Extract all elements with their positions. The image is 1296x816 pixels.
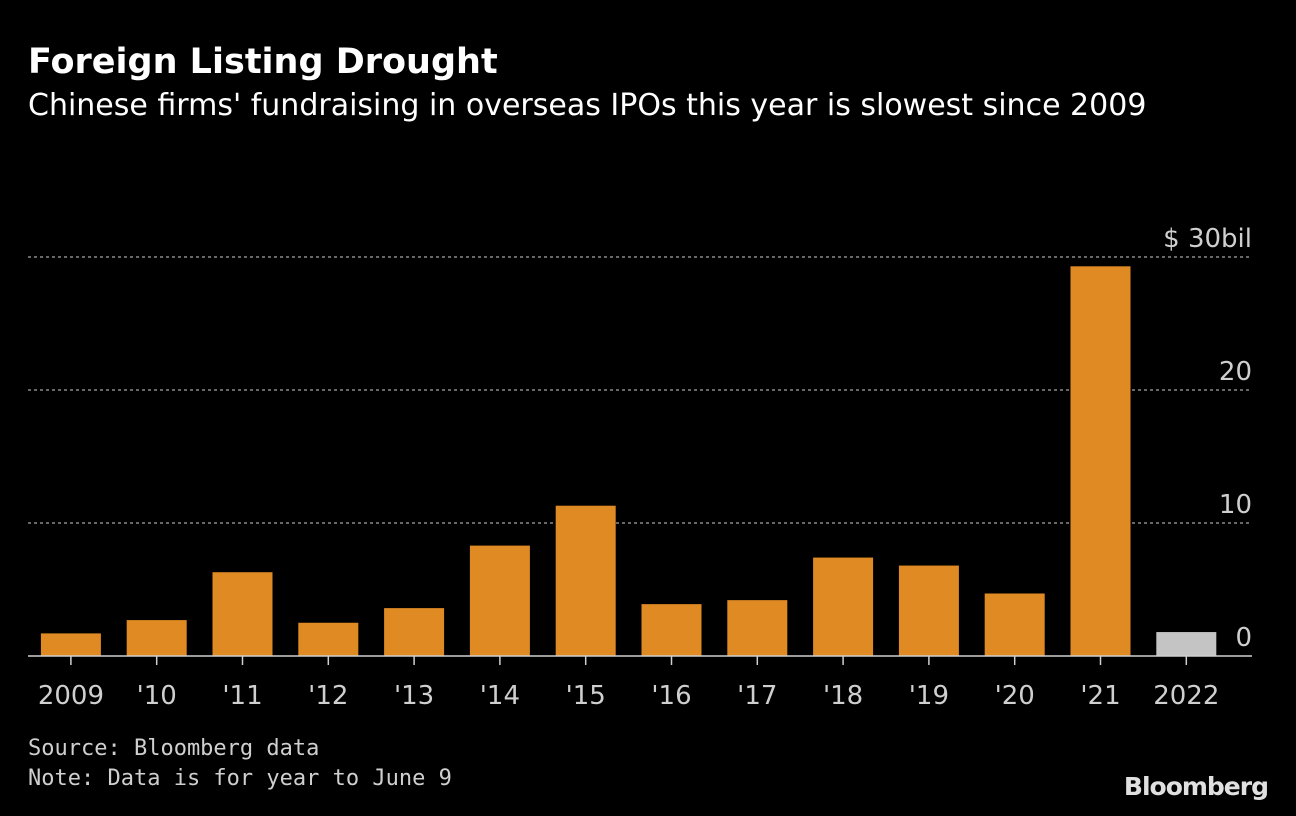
x-tick-label: '18 xyxy=(823,681,863,711)
y-tick-label: 20 xyxy=(1219,357,1252,387)
bar xyxy=(298,622,359,656)
y-axis-labels: 0 10 20 $ 30bil xyxy=(1163,224,1252,653)
x-tick-label: '15 xyxy=(566,681,606,711)
y-tick-label: 0 xyxy=(1235,623,1252,653)
bar xyxy=(126,620,187,656)
y-tick-label: $ 30bil xyxy=(1163,224,1252,254)
bar xyxy=(212,572,273,656)
x-tick-label: '10 xyxy=(137,681,177,711)
x-tick-label: '11 xyxy=(222,681,262,711)
x-tick-label: '17 xyxy=(737,681,777,711)
x-tick-label: '20 xyxy=(995,681,1035,711)
y-tick-label: 10 xyxy=(1219,490,1252,520)
bar xyxy=(1070,266,1131,656)
bar xyxy=(727,600,788,656)
x-tick-label: 2022 xyxy=(1153,681,1219,711)
x-tick-label: '13 xyxy=(394,681,434,711)
x-tick-label: '21 xyxy=(1080,681,1120,711)
x-tick-label: '19 xyxy=(909,681,949,711)
bar xyxy=(555,505,616,656)
x-tick-label: 2009 xyxy=(38,681,104,711)
grid-lines xyxy=(28,256,1252,524)
chart-title: Foreign Listing Drought xyxy=(28,42,498,82)
bar xyxy=(984,593,1045,656)
bar xyxy=(469,545,530,656)
bar xyxy=(898,565,959,656)
bar xyxy=(40,633,101,656)
chart-subtitle: Chinese firms' fundraising in overseas I… xyxy=(28,88,1147,123)
bar xyxy=(384,608,445,656)
bar xyxy=(641,604,702,656)
source-note: Source: Bloomberg data xyxy=(28,736,320,761)
data-note: Note: Data is for year to June 9 xyxy=(28,766,452,791)
bar xyxy=(1156,632,1217,656)
x-tick-label: '14 xyxy=(480,681,520,711)
bar xyxy=(813,557,874,656)
x-tick-label: '16 xyxy=(651,681,691,711)
x-axis: 2009 '10 '11 '12 '13 '14 '15 '16 '17 '18 '19 '20 '21… xyxy=(28,655,1252,711)
bloomberg-logo: Bloomberg xyxy=(1123,772,1269,801)
bars xyxy=(40,266,1217,656)
x-tick-label: '12 xyxy=(308,681,348,711)
